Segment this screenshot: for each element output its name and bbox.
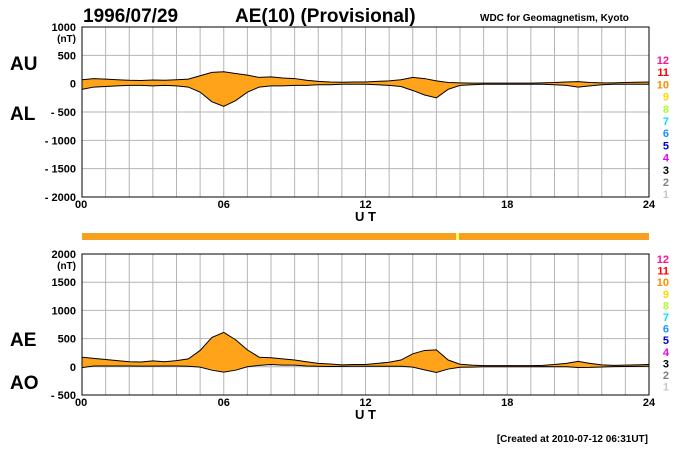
series-line-ae [81,331,650,367]
y-tick-label: - 500 [51,107,76,119]
y-tick-label: 0 [70,362,76,374]
x-tick-label: 12 [359,397,371,409]
level-legend-item: 11 [657,67,669,79]
x-tick-label: 12 [359,199,371,211]
y-tick-label: 0 [70,79,76,91]
x-axis-label: U T [355,209,376,224]
series-line-ao [81,364,650,373]
level-legend-item: 6 [663,324,669,336]
x-axis-label: U T [355,407,376,422]
quality-bar-fill [82,233,649,240]
level-legend-item: 2 [663,177,669,189]
x-tick-label: 24 [643,199,656,211]
series-area-fill [82,71,649,107]
level-legend-item: 4 [663,347,670,359]
y-tick-label: - 1500 [45,164,76,176]
level-legend-item: 2 [663,370,669,382]
x-tick-label: 00 [75,199,87,211]
series-line-au [81,71,650,84]
quality-bar-mark [456,233,459,240]
series-label-ae: AE [10,330,36,351]
level-legend-item: 8 [663,300,669,312]
level-legend-item: 10 [657,277,669,289]
y-unit-label: (nT) [57,261,76,272]
level-legend-item: 1 [663,189,669,201]
plot-frame [81,26,650,198]
x-tick-label: 00 [75,397,87,409]
level-legend-item: 12 [657,55,669,67]
level-legend-item: 4 [663,153,670,165]
x-tick-label: 18 [501,199,513,211]
series-label-au: AU [10,54,37,75]
level-legend-item: 3 [663,358,669,370]
level-legend-item: 9 [663,92,669,104]
level-legend-item: 5 [663,335,669,347]
level-legend-item: 7 [663,116,669,128]
level-legend-item: 1 [663,382,669,394]
x-tick-label: 18 [501,397,513,409]
figure-title: AE(10) (Provisional) [235,6,416,27]
series-area-fill [82,332,649,373]
level-legend-item: 3 [663,165,669,177]
y-tick-label: 2000 [52,249,76,261]
level-legend-item: 9 [663,289,669,301]
level-legend-item: 5 [663,140,669,152]
x-tick-label: 06 [218,199,230,211]
y-tick-label: 500 [58,334,76,346]
au-al-panel: 1000 500 0 - 500 - 1000 - 1500 - 2000 (nT) 00 06 1… [10,22,670,224]
y-tick-label: - 500 [51,390,76,402]
series-label-al: AL [10,104,36,125]
y-tick-label: 500 [58,50,76,62]
y-tick-label: - 1000 [45,135,76,147]
level-legend-item: 8 [663,104,669,116]
date-label: 1996/07/29 [83,6,178,27]
series-line-al [81,83,649,107]
source-label: WDC for Geomagnetism, Kyoto [480,13,629,24]
y-unit-label: (nT) [57,34,76,45]
level-legend-item: 6 [663,128,669,140]
y-tick-label: 1000 [52,22,76,34]
plot-frame [81,253,650,396]
y-tick-label: - 2000 [45,192,76,204]
series-label-ao: AO [10,373,39,394]
level-legend-item: 11 [657,266,669,278]
level-legend-item: 12 [657,254,669,266]
y-tick-label: 1500 [52,277,76,289]
level-legend-item: 10 [657,79,669,91]
created-timestamp: [Created at 2010-07-12 06:31UT] [497,434,648,445]
x-tick-label: 06 [218,397,230,409]
x-tick-label: 24 [643,397,656,409]
level-legend-item: 7 [663,312,669,324]
y-tick-label: 1000 [52,305,76,317]
quality-bar [82,233,649,240]
